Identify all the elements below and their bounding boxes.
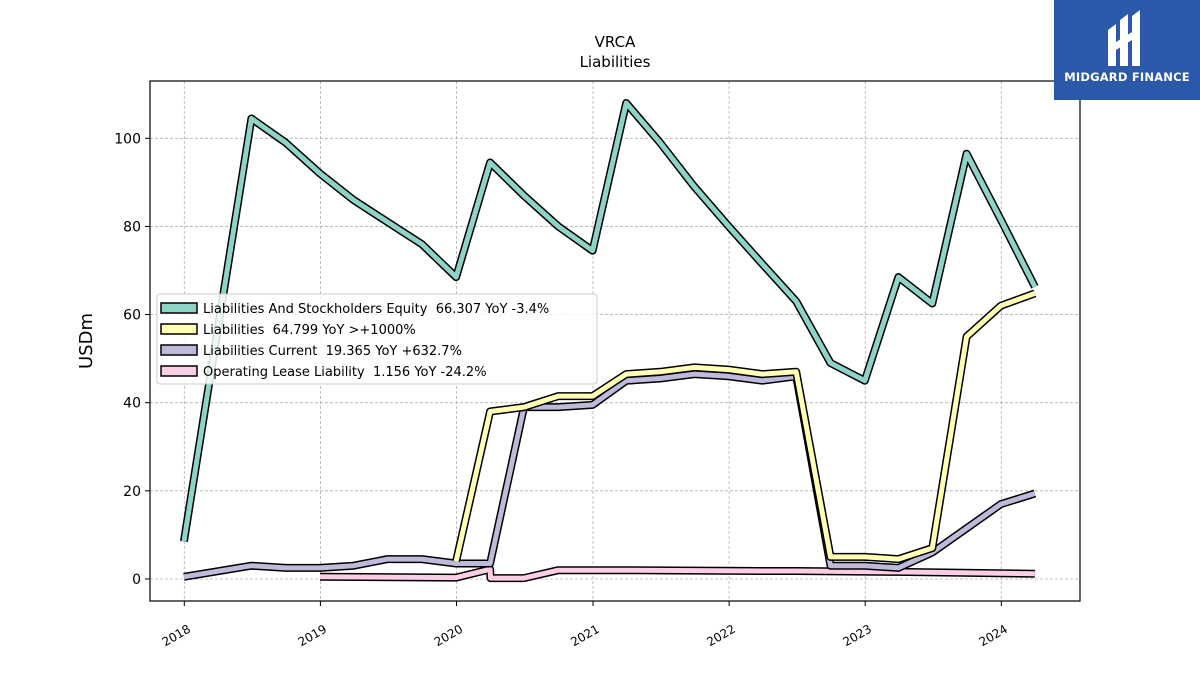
chart-subtitle: Liabilities <box>580 53 651 71</box>
x-tick-label: 2024 <box>977 622 1010 649</box>
legend-swatch <box>160 302 198 314</box>
series-line <box>181 100 1038 542</box>
series-2 <box>183 370 1037 581</box>
y-axis-label: USDm <box>76 313 97 369</box>
y-tick-label: 0 <box>132 572 141 588</box>
series-layer <box>179 99 1039 583</box>
x-tick-label: 2023 <box>840 622 873 649</box>
legend-swatch <box>160 323 198 335</box>
x-tick-label: 2018 <box>160 622 193 649</box>
y-tick-label: 60 <box>123 308 141 324</box>
chart-title: VRCA <box>595 33 636 51</box>
legend-label: Liabilities And Stockholders Equity 66.3… <box>203 302 549 317</box>
legend-swatch <box>160 365 198 377</box>
y-tick-label: 100 <box>114 131 141 147</box>
y-tick-label: 40 <box>123 396 141 412</box>
x-tick-label: 2022 <box>704 622 737 649</box>
legend-box <box>156 293 598 385</box>
legend: Liabilities And Stockholders Equity 66.3… <box>156 293 598 385</box>
midgard-logo-icon <box>1108 10 1140 66</box>
x-tick-label: 2020 <box>432 622 465 649</box>
legend-label: Operating Lease Liability 1.156 YoY -24.… <box>203 365 487 380</box>
series-line <box>183 371 1036 580</box>
series-3 <box>319 565 1035 583</box>
series-outline <box>183 370 1037 581</box>
x-tick-label: 2019 <box>296 622 329 649</box>
series-line <box>453 291 1036 562</box>
plot-frame <box>149 80 1081 602</box>
series-line <box>319 566 1035 581</box>
legend-label: Liabilities Current 19.365 YoY +632.7% <box>203 344 462 359</box>
y-tick-label: 80 <box>123 219 141 235</box>
brand-name: MIDGARD FINANCE <box>1064 70 1190 84</box>
brand-logo: MIDGARD FINANCE <box>1054 0 1200 100</box>
series-1 <box>452 289 1037 564</box>
legend-label: Liabilities 64.799 YoY >+1000% <box>203 323 416 338</box>
y-tick-label: 20 <box>123 484 141 500</box>
legend-swatch <box>160 344 198 356</box>
series-0 <box>179 99 1039 543</box>
x-tick-label: 2021 <box>568 622 601 649</box>
